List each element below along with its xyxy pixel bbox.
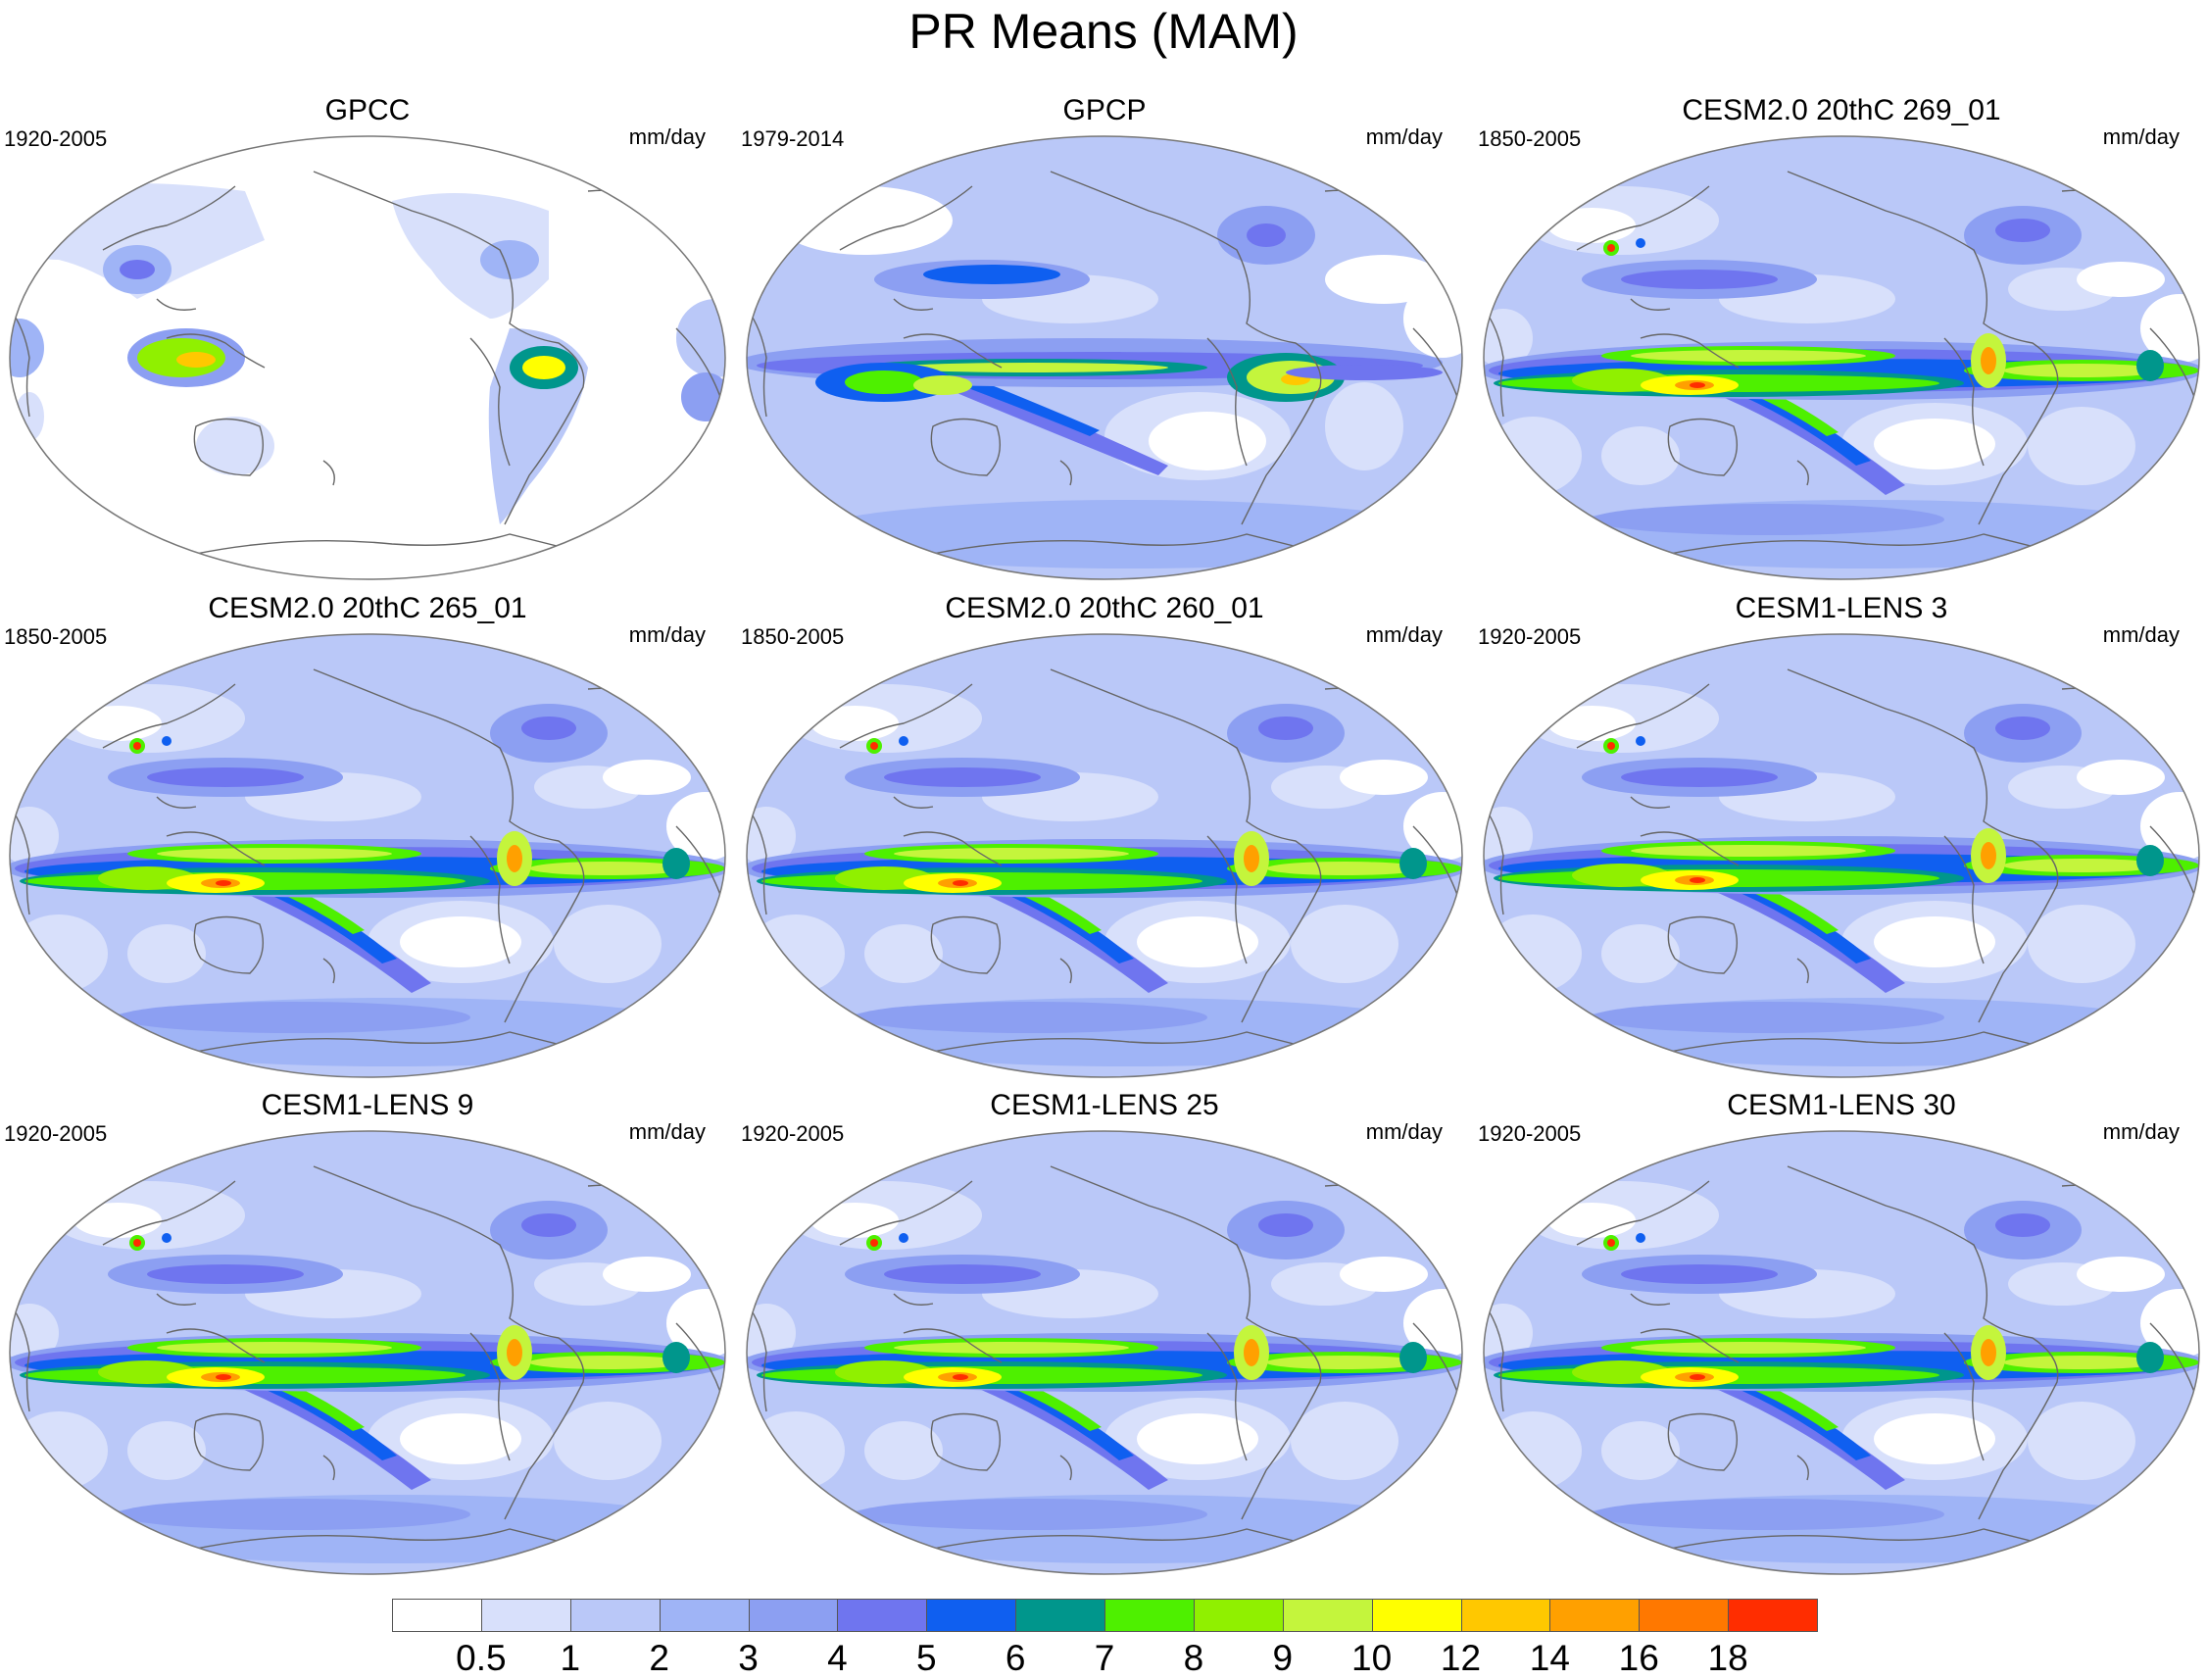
map-panel: CESM1-LENS 25 1920-2005 mm/day [737,1088,1472,1578]
colorbar-box [1371,1599,1462,1632]
map-border [746,633,1463,1078]
colorbar-tick-label: 6 [1005,1638,1026,1678]
precipitation-map [1483,135,2200,580]
precipitation-map [1483,633,2200,1078]
panel-period: 1850-2005 [741,624,845,649]
precipitation-map [9,135,726,580]
map-border [746,1130,1463,1575]
precipitation-field [1484,634,2199,1077]
colorbar-tick-label: 16 [1618,1638,1659,1678]
panel-title: CESM1-LENS 25 [990,1089,1219,1121]
colorbar-box [480,1599,571,1632]
panel-period: 1850-2005 [4,624,108,649]
precipitation-field [1484,136,2199,579]
colorbar-box [1104,1599,1195,1632]
map-panel: CESM2.0 20thC 269_01 1850-2005 mm/day [1474,93,2207,583]
colorbar-tick-label: 7 [1094,1638,1115,1678]
map-panel: CESM1-LENS 3 1920-2005 mm/day [1474,591,2207,1081]
colorbar-box [1015,1599,1105,1632]
panel-period: 1920-2005 [4,1121,108,1146]
panel-title: GPCC [324,94,411,126]
colorbar-box [569,1599,661,1632]
panel-units: mm/day [2102,622,2180,647]
map-border [9,1130,726,1575]
colorbar-box [1639,1599,1730,1632]
panel-units: mm/day [628,1119,706,1144]
figure-title: PR Means (MAM) [908,4,1299,59]
map-border [9,633,726,1078]
colorbar-box [392,1599,482,1632]
map-panel: CESM1-LENS 9 1920-2005 mm/day [0,1088,735,1578]
colorbar-box [1282,1599,1373,1632]
colorbar-box [1460,1599,1551,1632]
panel-period: 1850-2005 [1478,126,1582,151]
panel-units: mm/day [2102,124,2180,149]
precipitation-field [10,1131,725,1574]
precipitation-map [746,1130,1463,1575]
panel-title: GPCP [1062,94,1147,126]
panel-period: 1920-2005 [4,126,108,151]
panel-units: mm/day [628,622,706,647]
precipitation-field [1484,1131,2199,1574]
panel-period: 1920-2005 [741,1121,845,1146]
panel-title: CESM1-LENS 3 [1735,592,1948,624]
panel-title: CESM2.0 20thC 265_01 [208,592,527,624]
map-panel: GPCC 1920-2005 mm/day [0,93,735,583]
colorbar-box [1728,1599,1818,1632]
map-panel: CESM2.0 20thC 260_01 1850-2005 mm/day [737,591,1472,1081]
panel-title: CESM1-LENS 30 [1727,1089,1956,1121]
map-border [746,135,1463,580]
colorbar-tick-label: 18 [1707,1638,1748,1678]
precipitation-field [747,136,1462,579]
panel-units: mm/day [1365,124,1443,149]
colorbar-box [926,1599,1017,1632]
colorbar-box [1193,1599,1284,1632]
precipitation-field [747,1131,1462,1574]
precipitation-field [10,136,725,579]
colorbar-box [659,1599,750,1632]
colorbar-box [748,1599,839,1632]
panel-units: mm/day [628,124,706,149]
panel-period: 1979-2014 [741,126,845,151]
panel-period: 1920-2005 [1478,624,1582,649]
colorbar-box [1549,1599,1641,1632]
colorbar-tick-label: 3 [738,1638,759,1678]
map-border [1483,135,2200,580]
colorbar-tick-label: 4 [827,1638,848,1678]
precipitation-field [747,634,1462,1077]
panel-units: mm/day [1365,1119,1443,1144]
panel-title: CESM1-LENS 9 [261,1089,474,1121]
colorbar-tick-label: 2 [649,1638,669,1678]
colorbar-tick-label: 12 [1440,1638,1482,1678]
colorbar-tick-label: 9 [1272,1638,1294,1678]
panel-title: CESM2.0 20thC 269_01 [1682,94,2001,126]
map-border [1483,633,2200,1078]
precipitation-map [9,1130,726,1575]
colorbar-tick-label: 1 [560,1638,581,1678]
precipitation-map [746,633,1463,1078]
colorbar-tick-label: 0.5 [456,1638,507,1678]
panel-period: 1920-2005 [1478,1121,1582,1146]
map-panel: CESM1-LENS 30 1920-2005 mm/day [1474,1088,2207,1578]
precipitation-map [9,633,726,1078]
colorbar-tick-label: 5 [915,1638,937,1678]
precipitation-map [1483,1130,2200,1575]
colorbar [392,1599,1818,1634]
panel-title: CESM2.0 20thC 260_01 [945,592,1264,624]
colorbar-tick-label: 8 [1183,1638,1204,1678]
map-panel: CESM2.0 20thC 265_01 1850-2005 mm/day [0,591,735,1081]
precipitation-map [746,135,1463,580]
colorbar-box [837,1599,928,1632]
map-border [9,135,726,580]
map-panel: GPCP 1979-2014 mm/day [737,93,1472,583]
colorbar-tick-label: 10 [1351,1638,1393,1678]
colorbar-tick-label: 14 [1529,1638,1570,1678]
precipitation-field [10,634,725,1077]
panel-units: mm/day [2102,1119,2180,1144]
panel-units: mm/day [1365,622,1443,647]
map-border [1483,1130,2200,1575]
